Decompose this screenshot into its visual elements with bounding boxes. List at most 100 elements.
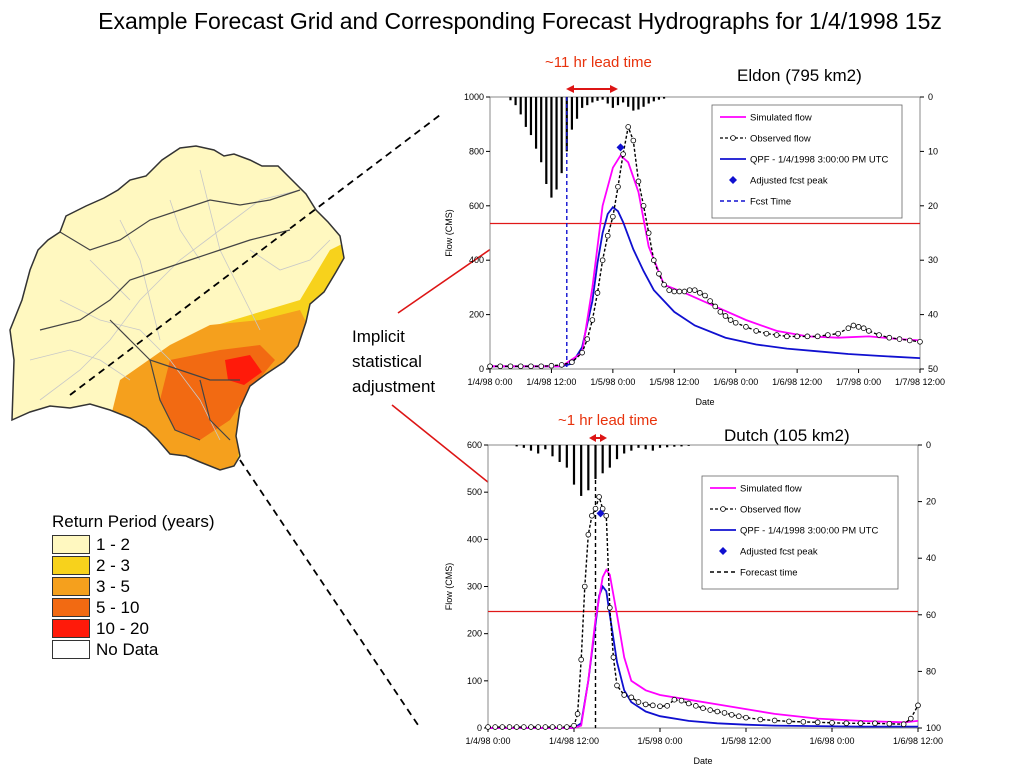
legend-swatch	[52, 535, 90, 554]
observed-point	[693, 703, 699, 709]
legend-item: No Data	[52, 639, 215, 660]
observed-point	[628, 694, 635, 701]
y2-tick-label: 60	[926, 610, 936, 620]
x-tick-label: 1/5/98 0:00	[590, 377, 635, 387]
legend-entry: Forecast time	[740, 568, 798, 579]
legend-label: 1 - 2	[96, 534, 131, 554]
observed-point	[722, 313, 729, 319]
observed-point	[614, 682, 620, 689]
observed-point	[866, 328, 872, 334]
hydrograph-eldon: 0 200 400 600 800 1000 0 10 20 30 40 50 1/4/98 0:00 1…	[444, 92, 945, 407]
observed-point	[485, 724, 491, 730]
observed-point	[610, 213, 616, 220]
page-title: Example Forecast Grid and Corresponding …	[98, 8, 942, 34]
observed-point	[886, 720, 893, 727]
observed-point	[876, 332, 882, 338]
x-tick-label: 1/4/98 12:00	[526, 377, 576, 387]
hydrograph-dutch: 0 100 200 300 400 500 600 0 20 40 60 80 100 1/4/98 0:…	[444, 440, 943, 766]
legend-entry: QPF - 1/4/1998 3:00:00 PM UTC	[750, 155, 888, 166]
observed-point	[855, 324, 862, 330]
observed-point	[664, 703, 670, 709]
observed-point	[657, 703, 663, 710]
observed-point	[676, 288, 683, 295]
implicit-label-line: Implicit	[352, 327, 405, 346]
observed-point	[915, 702, 921, 709]
legend-item: 5 - 10	[52, 597, 215, 618]
observed-point	[697, 290, 703, 296]
legend-title: Return Period (years)	[52, 512, 215, 531]
legend-swatch	[52, 556, 90, 575]
observed-point	[843, 720, 850, 727]
legend-swatch	[52, 640, 90, 659]
observed-point	[757, 716, 764, 723]
observed-point	[635, 178, 642, 185]
observed-point	[671, 696, 678, 703]
y-tick-label: 600	[467, 440, 482, 450]
legend-item: 10 - 20	[52, 618, 215, 639]
observed-point	[604, 232, 611, 239]
legend-swatch	[52, 598, 90, 617]
observed-point	[581, 583, 588, 590]
observed-point	[700, 705, 706, 711]
observed-point	[814, 333, 821, 340]
observed-point	[596, 494, 602, 500]
observed-point	[721, 710, 728, 716]
legend-label: 2 - 3	[96, 555, 131, 575]
observed-point	[492, 724, 498, 730]
observed-point	[794, 333, 800, 340]
observed-point	[743, 324, 749, 330]
chart-legend	[701, 475, 899, 590]
observed-point	[635, 699, 642, 705]
observed-point	[513, 724, 520, 730]
legend-entry: Observed flow	[750, 134, 811, 145]
observed-point	[615, 183, 621, 190]
observed-point	[908, 715, 914, 722]
observed-point	[753, 328, 759, 334]
x-axis-label: Date	[693, 756, 712, 766]
y2-tick-label: 0	[928, 92, 933, 102]
series-simulated-line	[490, 154, 921, 368]
y-tick-label: 0	[477, 723, 482, 733]
y2-tick-label: 50	[928, 364, 938, 374]
observed-point	[857, 720, 864, 727]
observed-point	[599, 257, 606, 264]
observed-point	[707, 298, 713, 304]
legend-marker	[729, 176, 737, 184]
lead-time-label-dutch: ~1 hr lead time	[558, 412, 658, 429]
observed-point	[621, 692, 627, 698]
observed-point	[651, 257, 657, 264]
zoom-line-dutch	[239, 459, 419, 726]
y-tick-label: 400	[469, 255, 484, 265]
observed-point	[685, 700, 692, 707]
observed-point	[702, 292, 708, 299]
observed-point	[507, 363, 514, 370]
series-simulated-line	[488, 568, 919, 729]
observed-point	[538, 363, 544, 370]
observed-point	[579, 349, 585, 356]
observed-point	[517, 363, 524, 370]
observed-point	[773, 332, 780, 338]
adjusted-peak-marker	[616, 143, 625, 152]
basin-label-dutch: Dutch (105 km2)	[724, 426, 850, 445]
chart-legend	[711, 104, 903, 219]
series-qpf-line	[490, 205, 921, 368]
observed-point	[656, 271, 662, 277]
legend-label: No Data	[96, 639, 159, 659]
observed-point	[784, 333, 790, 340]
implicit-adjustment-label: Implicit statistical adjustment	[352, 324, 435, 399]
observed-point	[727, 317, 734, 323]
observed-point	[850, 322, 857, 329]
y-tick-label: 300	[467, 582, 482, 592]
observed-point	[499, 724, 506, 730]
observed-point	[574, 711, 581, 717]
observed-point	[800, 719, 807, 725]
observed-point	[763, 330, 770, 337]
legend-marker	[720, 506, 726, 512]
observed-point	[681, 288, 688, 295]
y2-tick-label: 100	[926, 723, 941, 733]
x-tick-label: 1/6/98 12:00	[772, 377, 822, 387]
y-axis-label: Flow (CMS)	[444, 209, 454, 257]
observed-point	[804, 333, 811, 340]
implicit-label-line: statistical	[352, 352, 422, 371]
